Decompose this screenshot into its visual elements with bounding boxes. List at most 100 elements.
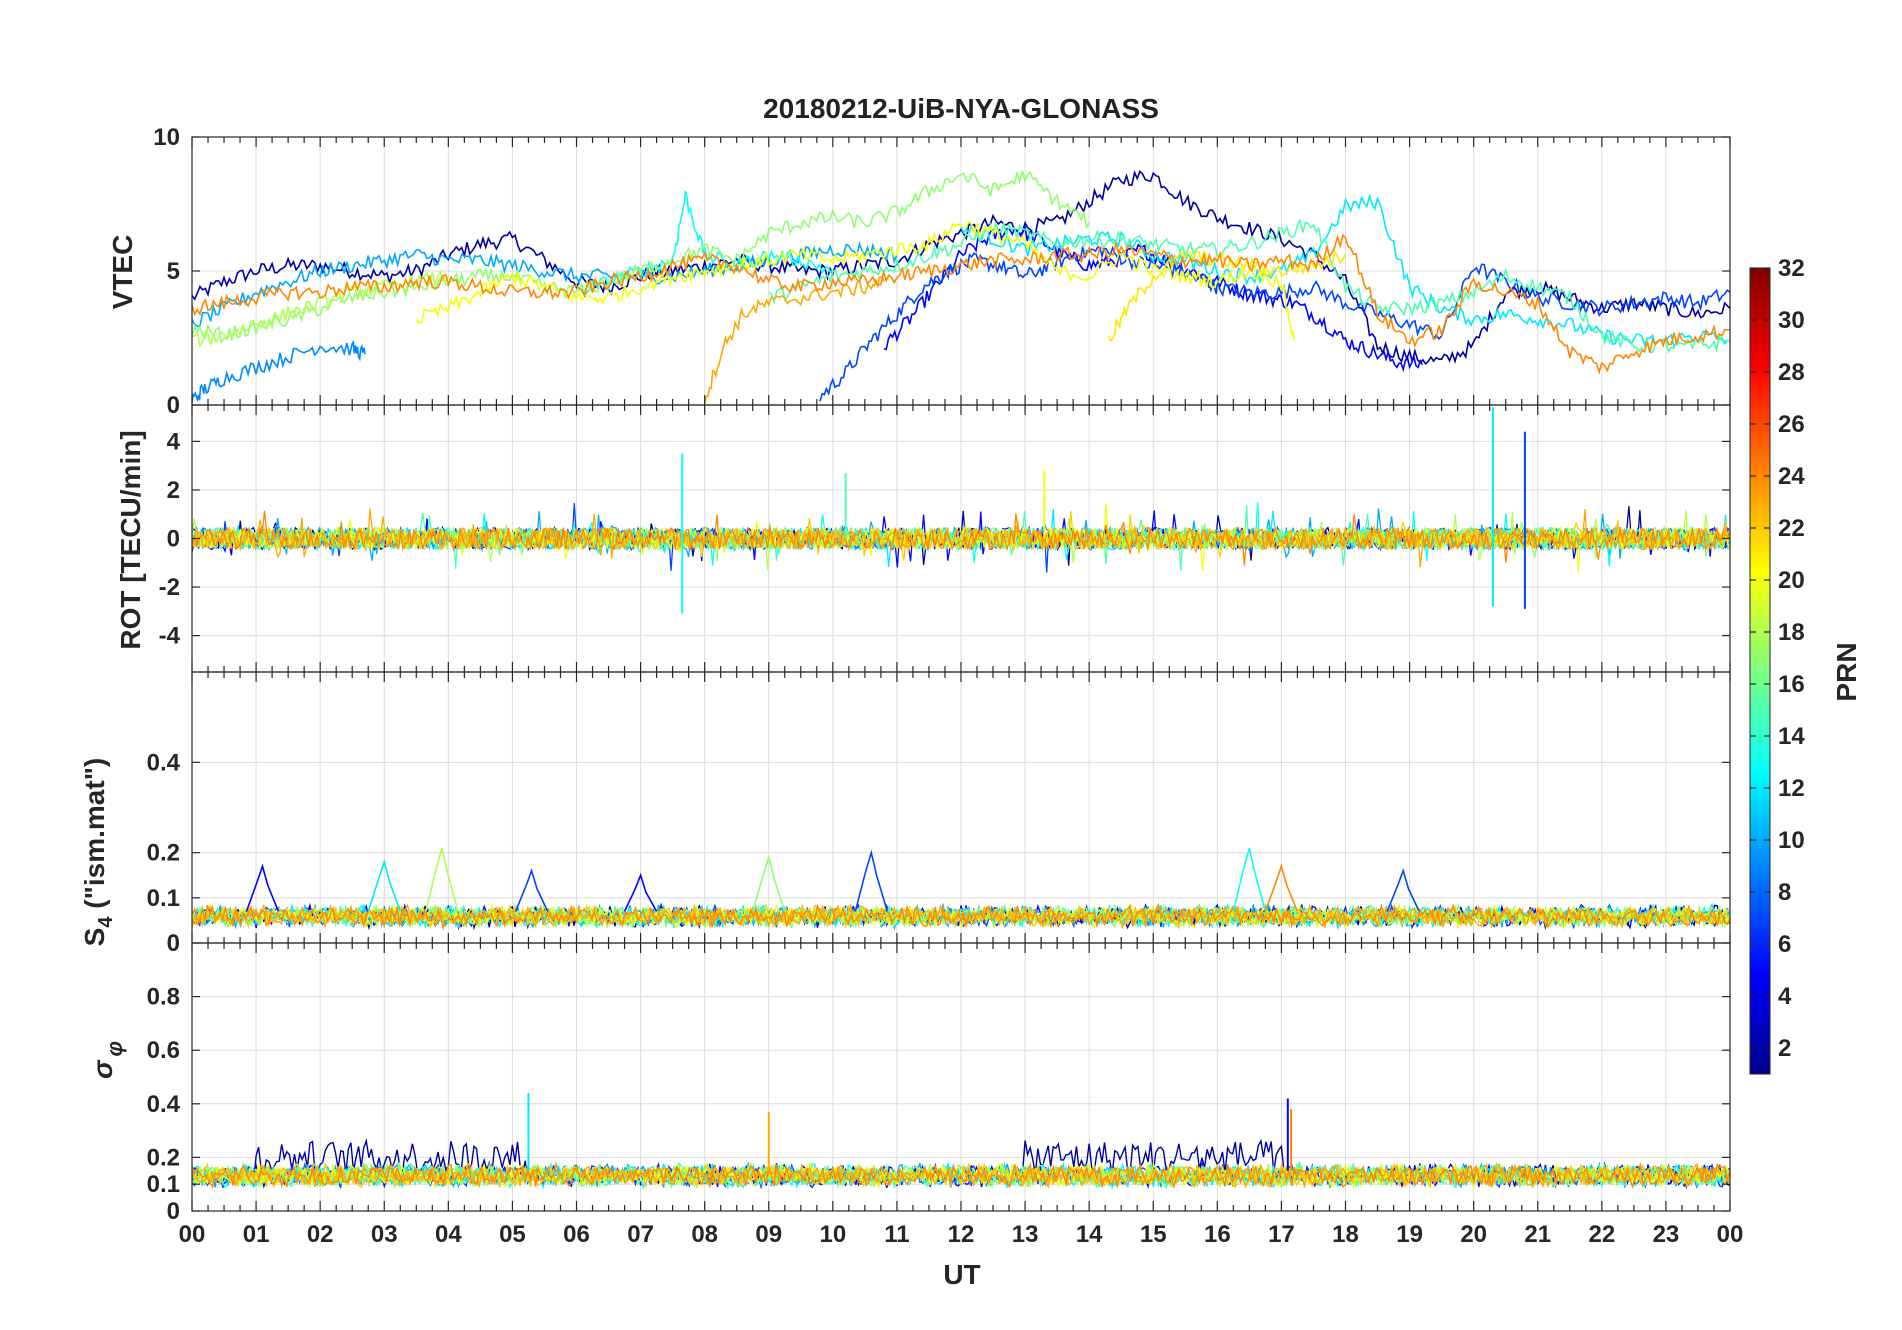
colorbar-tick-label: 2: [1778, 1035, 1791, 1062]
s4-peak-prn-24: [1264, 863, 1299, 912]
x-minor-ticks: [191, 943, 1731, 1211]
y-ticks: 0.8 0.6 0.4 0.20.10: [147, 984, 1730, 1225]
colorbar-tick-label: 14: [1778, 723, 1805, 750]
x-tick-label: 00: [179, 1221, 206, 1248]
s4-panel: 0.4 0.2 0.1 0: [147, 671, 1731, 957]
data-series: [192, 407, 1730, 614]
x-tick-label: 08: [691, 1221, 718, 1248]
s4-peak-prn-18: [425, 847, 459, 912]
vtec-panel: 0 5 10: [153, 124, 1731, 419]
x-tick-label: 16: [1204, 1221, 1231, 1248]
s4-peak-prn-13: [1232, 847, 1267, 912]
y-tick-label: 10: [153, 124, 180, 151]
colorbar-tick-label: 12: [1778, 775, 1805, 802]
x-tick-label: 21: [1524, 1221, 1551, 1248]
s4-peak-prn-17: [751, 854, 786, 912]
rot-series-prn-23: [192, 508, 1730, 568]
colorbar-tick-label: 8: [1778, 879, 1791, 906]
s4-peak-prn-5: [245, 863, 280, 912]
y-tick-label: -4: [159, 623, 181, 650]
y-tick-label: 0.4: [147, 749, 181, 776]
x-tick-label: 05: [499, 1221, 526, 1248]
colorbar-tick-label: 20: [1778, 567, 1805, 594]
x-tick-label: 23: [1653, 1221, 1680, 1248]
y-tick-label: 4: [167, 428, 181, 455]
colorbar-tick-label: 18: [1778, 619, 1805, 646]
x-minor-ticks: [191, 137, 1731, 405]
x-tick-label: 03: [371, 1221, 398, 1248]
colorbar-tick-label: 24: [1778, 463, 1805, 490]
x-tick-label: 18: [1332, 1221, 1359, 1248]
x-axis-label: UT: [943, 1259, 980, 1290]
x-tick-label: 19: [1396, 1221, 1423, 1248]
y-tick-label: 0.1: [147, 885, 180, 912]
vtec-series-prn-2: [192, 169, 1730, 365]
data-series: [192, 1093, 1730, 1191]
y-tick-label: 0.2: [147, 840, 180, 867]
y-tick-label: 0.4: [147, 1091, 181, 1118]
y-tick-label: 5: [167, 258, 180, 285]
y-tick-label: 0.2: [147, 1144, 180, 1171]
s4-peak-prn-12: [367, 858, 402, 912]
colorbar-tick-label: 10: [1778, 827, 1805, 854]
vtec-series-prn-17: [192, 170, 1090, 345]
y-tick-label: -2: [159, 574, 180, 601]
y-tick-label: 0: [167, 1198, 180, 1225]
x-tick-label: 12: [948, 1221, 975, 1248]
s4-peak-prn-7: [854, 849, 889, 912]
y-ticks: 4 2 0 -2 -4: [159, 428, 1730, 650]
s4-series-prn-24: [192, 902, 1730, 931]
x-axis-ticks: 00 01 02 03 04 05 06 07 08 09 10 11 12 13 14 15 16 17 18 19…: [179, 1221, 1744, 1248]
colorbar-tick-label: 6: [1778, 931, 1791, 958]
x-tick-label: 10: [819, 1221, 846, 1248]
y-ticks: 0 5 10: [153, 124, 1730, 419]
vtec-series-prn-20: [415, 220, 1295, 341]
figure-title: 20180212-UiB-NYA-GLONASS: [763, 93, 1159, 124]
data-series: [192, 847, 1730, 931]
colorbar-tick-label: 16: [1778, 671, 1805, 698]
rot-panel: 4 2 0 -2 -4: [159, 404, 1731, 673]
x-tick-label: 15: [1140, 1221, 1167, 1248]
sigma-phi-ylabel: σφ: [87, 1041, 127, 1079]
y-tick-label: 2: [167, 477, 180, 504]
x-tick-label: 13: [1012, 1221, 1039, 1248]
x-tick-label: 09: [755, 1221, 782, 1248]
y-tick-label: 0.8: [147, 984, 180, 1011]
gridlines: [192, 672, 1730, 944]
colorbar-gradient: [1749, 267, 1771, 1075]
x-tick-label: 14: [1076, 1221, 1103, 1248]
x-minor-ticks: [191, 672, 1731, 943]
colorbar-tick-label: 22: [1778, 515, 1805, 542]
s4-peak-prn-7: [514, 868, 549, 912]
x-minor-ticks: [191, 405, 1731, 672]
y-tick-label: 0.6: [147, 1037, 180, 1064]
y-ticks: 0.4 0.2 0.1 0: [147, 749, 1730, 957]
s4-peak-prn-5: [623, 872, 658, 912]
vtec-series-prn-9: [192, 339, 366, 403]
colorbar-tick-label: 30: [1778, 307, 1805, 334]
vtec-series-prn-15: [768, 217, 1730, 354]
vtec-series-prn-24: [192, 233, 1730, 375]
rot-ylabel: ROT [TECU/min]: [115, 430, 146, 649]
y-tick-label: 0: [167, 392, 180, 419]
y-tick-label: 0: [167, 526, 180, 553]
vtec-ylabel: VTEC: [107, 235, 138, 310]
x-tick-label: 02: [307, 1221, 334, 1248]
y-tick-label: 0.1: [147, 1171, 180, 1198]
x-tick-label: 00: [1717, 1221, 1744, 1248]
colorbar-tick-label: 28: [1778, 359, 1805, 386]
x-tick-label: 11: [884, 1221, 909, 1248]
x-tick-label: 22: [1588, 1221, 1615, 1248]
x-tick-label: 07: [627, 1221, 654, 1248]
x-tick-label: 17: [1268, 1221, 1295, 1248]
x-tick-label: 20: [1460, 1221, 1487, 1248]
s4-series-prn-22: [192, 903, 1730, 930]
sigma-phi-series-prn-20: [192, 1161, 1730, 1190]
data-series: [192, 169, 1730, 404]
s4-peak-prn-7: [1386, 868, 1420, 912]
y-tick-label: 0: [167, 930, 180, 957]
colorbar-label: PRN: [1831, 642, 1862, 701]
sigma-phi-panel: 0.8 0.6 0.4 0.20.10: [147, 942, 1731, 1225]
